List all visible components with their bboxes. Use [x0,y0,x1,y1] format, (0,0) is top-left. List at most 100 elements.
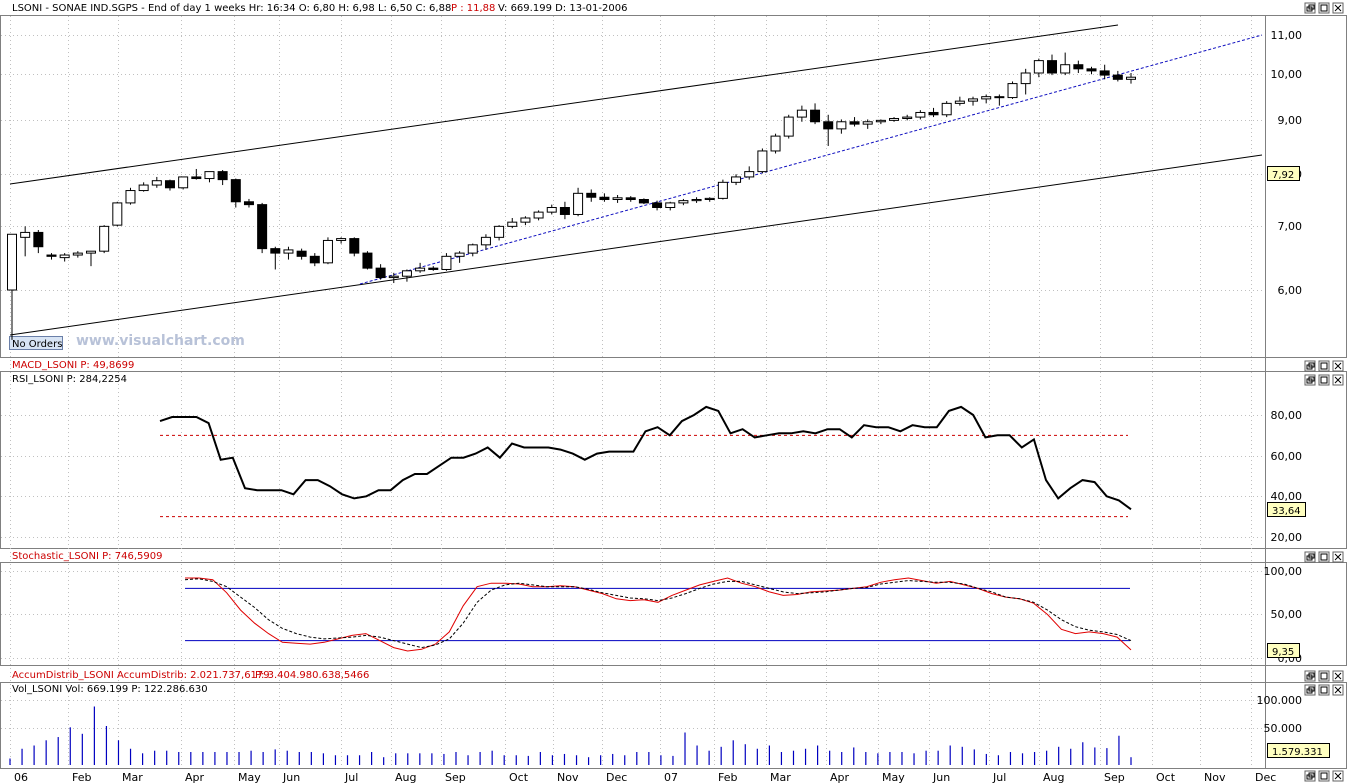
candle-body [33,231,44,248]
macd-header: MACD_LSONI P: 49,8699 [12,360,134,371]
last-value-text: 33,64 [1272,506,1301,517]
maximize-icon [1320,772,1328,780]
maximize-icon [1320,362,1328,370]
x-axis-label: Oct [1156,771,1176,784]
x-axis-label: Dec [1255,771,1276,784]
window-button-frame [1318,374,1330,386]
candle-body [1126,76,1136,80]
maximize-pane-button[interactable] [1318,770,1330,782]
candle-body [125,190,136,204]
volume-tick-label: 100.000 [1257,694,1303,707]
maximize-pane-button[interactable] [1318,2,1330,14]
restore-pane-button[interactable] [1304,2,1316,14]
candle-body [401,270,412,277]
maximize-pane-button[interactable] [1318,670,1330,682]
close-pane-button[interactable] [1332,670,1344,682]
candle-body [559,206,570,215]
candle-body [546,206,557,213]
candle-body [573,192,584,215]
maximize-pane-button[interactable] [1318,374,1330,386]
restore-pane-button[interactable] [1304,670,1316,682]
candle-body [862,121,873,125]
candle-body [731,176,742,183]
candle-body [520,217,531,223]
close-pane-button[interactable] [1332,2,1344,14]
close-pane-button[interactable] [1332,551,1344,563]
candle-body [1020,72,1031,85]
candle-body [441,255,452,270]
candle-body [283,249,294,254]
x-axis-label: Jun [282,771,300,784]
price-last-value: 7,92 [1267,166,1300,181]
candle-body [586,192,597,198]
close-icon [1334,553,1342,561]
candle-body [178,176,189,189]
candle-body [467,244,478,254]
stoch-group [184,577,1132,652]
last-value-tags: 7,92 33,64 9,35 1.579.331 [1267,166,1330,758]
candle-body [7,233,17,291]
window-button-frame [1304,360,1316,372]
stoch-d-line [184,578,1132,649]
close-icon [1334,376,1342,384]
candle-body [638,199,649,204]
x-axis-label: Oct [509,771,529,784]
maximize-pane-button[interactable] [1318,360,1330,372]
candle-body [810,109,821,123]
x-axis-label: Jun [932,771,950,784]
window-buttons[interactable] [1304,2,1344,782]
restore-pane-button[interactable] [1304,684,1316,696]
candle-body [309,255,320,264]
candles-group [7,52,1136,340]
last-value-text: 7,92 [1272,170,1294,181]
candle-body [1073,64,1084,70]
close-pane-button[interactable] [1332,374,1344,386]
no-orders-button[interactable]: No Orders [9,336,63,351]
x-axis-label: 06 [14,771,28,784]
accum-header-p: P: 3.404.980.638,5466 [255,670,369,681]
candle-body [783,116,794,137]
x-axis-label: May [238,771,261,784]
restore-icon [1308,376,1315,382]
main-header-p: P : 11,88 [451,3,495,14]
close-pane-button[interactable] [1332,770,1344,782]
maximize-pane-button[interactable] [1318,551,1330,563]
stoch-last-value: 9,35 [1267,643,1300,658]
candle-body [72,252,83,256]
candle-body [270,248,281,254]
candle-body [1112,74,1123,80]
candle-body [625,197,636,201]
close-pane-button[interactable] [1332,684,1344,696]
restore-icon [1308,672,1315,678]
restore-pane-button[interactable] [1304,374,1316,386]
rsi-tick-label: 60,00 [1271,450,1303,463]
x-axis-label: Mar [122,771,143,784]
window-button-frame [1318,2,1330,14]
candle-body [1099,70,1110,76]
channel-upper-line [9,24,1119,185]
candle-body [138,184,149,192]
candle-body [678,200,689,204]
window-button-frame [1318,770,1330,782]
candle-body [994,96,1005,99]
restore-pane-button[interactable] [1304,360,1316,372]
rsi-tick-label: 80,00 [1271,409,1303,422]
window-button-frame [1304,670,1316,682]
x-axis-label: Dec [606,771,627,784]
candle-body [20,231,31,238]
candle-body [494,225,505,238]
candle-body [928,111,939,116]
restore-pane-button[interactable] [1304,551,1316,563]
candle-body [99,225,110,252]
no-orders-label: No Orders [12,339,62,350]
last-value-box [1267,743,1330,758]
maximize-pane-button[interactable] [1318,684,1330,696]
close-pane-button[interactable] [1332,360,1344,372]
candle-body [1047,60,1058,74]
restore-pane-button[interactable] [1304,770,1316,782]
maximize-icon [1320,4,1328,12]
candle-body [46,254,57,257]
candle-body [796,109,807,118]
price-tick-label: 7,00 [1278,220,1303,233]
